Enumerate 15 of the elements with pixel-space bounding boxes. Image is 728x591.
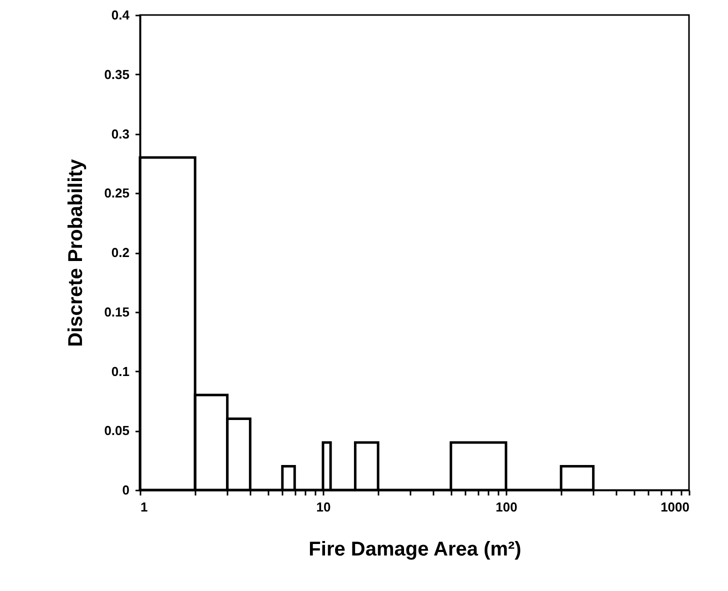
y-tick-label: 0.35 bbox=[104, 66, 130, 82]
y-tick-label: 0.15 bbox=[104, 304, 130, 320]
y-tick-label: 0.3 bbox=[111, 126, 130, 142]
y-axis-title: Discrete Probability bbox=[65, 158, 88, 347]
y-tick-label: 0.2 bbox=[111, 245, 130, 260]
y-tick-label: 0.4 bbox=[111, 8, 130, 22]
y-tick-label: 0 bbox=[122, 482, 130, 498]
x-tick-label: 100 bbox=[496, 500, 518, 514]
y-tick-label: 0.1 bbox=[111, 364, 130, 379]
x-tick-label: 1 bbox=[140, 500, 148, 514]
y-tick-label: 0.25 bbox=[104, 186, 130, 201]
y-tick-label: 0.05 bbox=[104, 423, 130, 438]
x-tick-label: 10 bbox=[316, 500, 331, 514]
x-axis-title: Fire Damage Area (m²) bbox=[308, 538, 522, 560]
x-tick-label: 1000 bbox=[660, 500, 690, 514]
